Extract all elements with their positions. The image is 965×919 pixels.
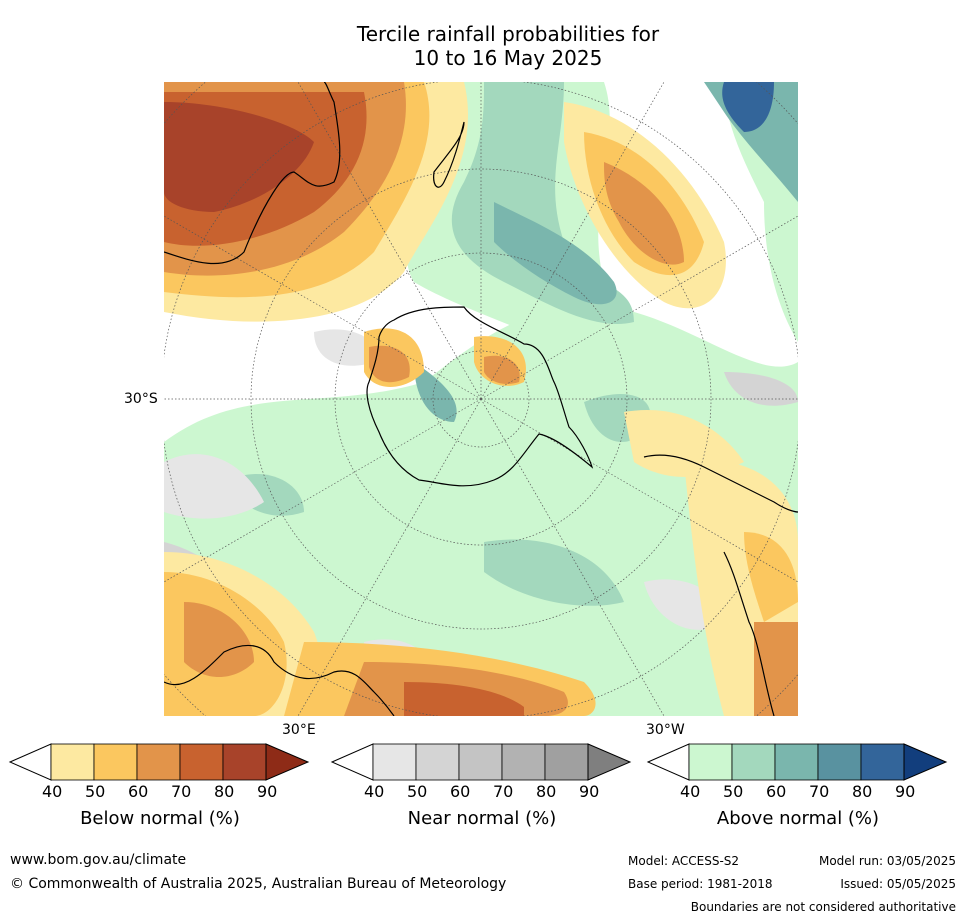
colorbar-above-tick: 90 bbox=[895, 782, 916, 801]
longitude-30w-label: 30°W bbox=[646, 722, 685, 738]
australia-coast bbox=[164, 82, 341, 265]
colorbar-above-cell bbox=[817, 743, 862, 781]
colorbar-near-tick: 90 bbox=[579, 782, 600, 801]
issued-text: Issued: 05/05/2025 bbox=[840, 877, 956, 891]
south-america-coast bbox=[643, 454, 798, 716]
above-normal-regions bbox=[164, 82, 798, 716]
colorbar-above-cell bbox=[688, 743, 733, 781]
colorbar-below-title: Below normal (%) bbox=[80, 808, 240, 829]
colorbar-above-tick: 80 bbox=[852, 782, 873, 801]
colorbar-above-tick: 40 bbox=[680, 782, 701, 801]
colorbar-above-tick: 50 bbox=[723, 782, 744, 801]
colorbar-below-cell bbox=[179, 743, 224, 781]
colorbar-below-cell bbox=[136, 743, 181, 781]
colorbar-below-cells bbox=[50, 743, 267, 781]
new-zealand-coast bbox=[433, 121, 465, 188]
colorbar-near-cell bbox=[458, 743, 503, 781]
coastlines bbox=[164, 82, 798, 716]
africa-coast bbox=[164, 644, 395, 716]
colorbar-above-title: Above normal (%) bbox=[716, 808, 880, 829]
colorbar-near bbox=[330, 742, 634, 782]
probability-fields bbox=[164, 82, 798, 716]
probability-map bbox=[164, 82, 798, 716]
colorbar-above-cells bbox=[688, 743, 905, 781]
map-canvas bbox=[164, 82, 798, 716]
colorbar-near-cell bbox=[415, 743, 460, 781]
colorbar-above-cell bbox=[731, 743, 776, 781]
colorbar-below bbox=[8, 742, 312, 782]
colorbar-near-tick: 60 bbox=[450, 782, 471, 801]
colorbar-below-tick: 60 bbox=[128, 782, 149, 801]
colorbar-near-tick: 70 bbox=[493, 782, 514, 801]
colorbar-above-cell bbox=[860, 743, 905, 781]
colorbar-near-title: Near normal (%) bbox=[407, 808, 557, 829]
colorbar-below-tick: 50 bbox=[85, 782, 106, 801]
below-normal-regions bbox=[164, 82, 798, 716]
colorbar-above-tick: 60 bbox=[766, 782, 787, 801]
map-title-line-2: 10 to 16 May 2025 bbox=[413, 46, 603, 70]
colorbar-below-tick: 80 bbox=[214, 782, 235, 801]
colorbar-above-tick: 70 bbox=[809, 782, 830, 801]
graticule bbox=[164, 82, 798, 716]
website-link[interactable]: www.bom.gov.au/climate bbox=[10, 852, 187, 868]
colorbar-above bbox=[646, 742, 950, 782]
colorbar-near-cells bbox=[372, 743, 589, 781]
colorbar-near-cell bbox=[372, 743, 417, 781]
copyright-text: © Commonwealth of Australia 2025, Austra… bbox=[10, 876, 507, 892]
model-text: Model: ACCESS-S2 bbox=[628, 854, 740, 868]
colorbar-above-cell bbox=[774, 743, 819, 781]
base-period-text: Base period: 1981-2018 bbox=[628, 877, 773, 891]
colorbar-below-cell bbox=[93, 743, 138, 781]
colorbar-near-cell bbox=[544, 743, 589, 781]
colorbar-near-tick: 80 bbox=[536, 782, 557, 801]
antarctica-coast bbox=[366, 306, 594, 487]
map-title-line-1: Tercile rainfall probabilities for bbox=[356, 22, 660, 46]
model-run-text: Model run: 03/05/2025 bbox=[818, 854, 956, 868]
colorbar-near-cell bbox=[501, 743, 546, 781]
colorbar-near-tick: 40 bbox=[364, 782, 385, 801]
colorbar-below-cell bbox=[50, 743, 95, 781]
colorbar-below-tick: 40 bbox=[42, 782, 63, 801]
disclaimer-text: Boundaries are not considered authoritat… bbox=[690, 900, 956, 914]
colorbar-below-tick: 90 bbox=[257, 782, 278, 801]
colorbar-below-cell bbox=[222, 743, 267, 781]
latitude-30s-label: 30°S bbox=[124, 391, 158, 407]
colorbar-near-tick: 50 bbox=[407, 782, 428, 801]
longitude-30e-label: 30°E bbox=[282, 722, 316, 738]
colorbar-below-tick: 70 bbox=[171, 782, 192, 801]
